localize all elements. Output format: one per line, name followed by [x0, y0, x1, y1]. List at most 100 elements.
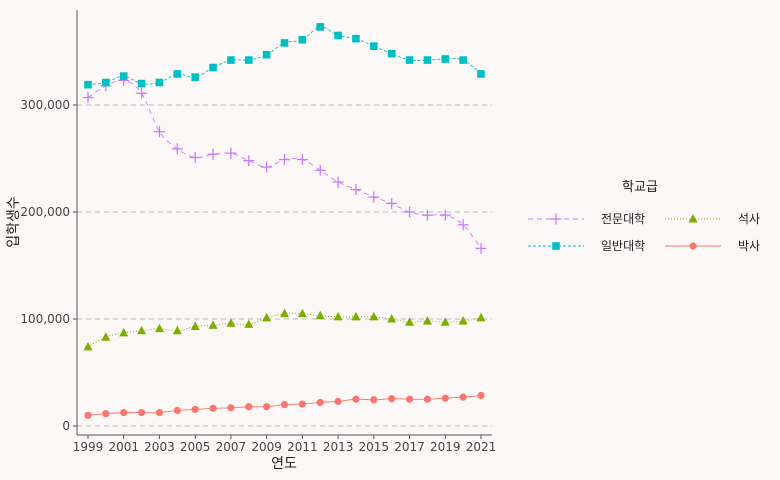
data-point: [334, 397, 342, 405]
x-tick-label: 2015: [359, 440, 390, 454]
data-point: [226, 318, 236, 327]
data-point: [351, 311, 361, 321]
data-point: [119, 327, 129, 337]
data-point: [227, 404, 235, 412]
y-tick-label: 100,000: [20, 312, 70, 326]
legend-key-marker: [552, 242, 560, 250]
x-axis-title: 연도: [271, 456, 297, 472]
y-tick-label: 300,000: [20, 98, 70, 112]
data-point: [476, 312, 486, 322]
series-square: [84, 23, 485, 89]
data-point: [441, 394, 449, 402]
axes: [76, 10, 492, 436]
data-point: [298, 400, 306, 408]
data-point: [120, 409, 128, 417]
data-point: [225, 147, 237, 159]
x-tick-label: 2021: [466, 440, 497, 454]
data-point: [297, 308, 307, 318]
data-point: [155, 78, 164, 87]
legend-key-marker: [688, 214, 698, 223]
data-point: [352, 395, 360, 403]
data-point: [172, 325, 182, 335]
x-tick-label: 1999: [73, 440, 104, 454]
data-point: [153, 126, 165, 138]
data-point: [332, 176, 344, 188]
data-point: [137, 325, 147, 335]
data-point: [423, 395, 432, 403]
legend-label: 박사: [738, 239, 760, 253]
data-point: [173, 406, 181, 415]
data-point: [280, 401, 289, 409]
series-plus: [82, 74, 487, 254]
data-point: [102, 78, 110, 87]
data-point: [477, 70, 485, 78]
data-point: [84, 411, 92, 419]
data-point: [440, 317, 450, 326]
data-point: [262, 312, 272, 322]
x-tick-labels: 1999 2001 2003 2005 2007 2009 2011 2013 2015 2017…: [73, 435, 497, 454]
x-tick-label: 2009: [251, 440, 282, 454]
data-point: [457, 219, 469, 231]
data-point: [137, 79, 146, 88]
legend-item: 석사: [665, 212, 760, 226]
x-tick-label: 2001: [108, 440, 139, 454]
legend-label: 석사: [738, 212, 760, 226]
data-point: [191, 73, 199, 81]
data-point: [190, 321, 200, 330]
data-point: [368, 191, 380, 203]
data-point: [405, 56, 414, 64]
data-point: [404, 206, 416, 218]
legend-key-marker: [689, 242, 697, 250]
x-tick-label: 2011: [287, 440, 318, 454]
data-point: [387, 49, 396, 58]
data-point: [136, 87, 148, 99]
data-point: [314, 164, 326, 176]
legend-label: 전문대학: [601, 212, 645, 226]
legend-key-marker: [550, 213, 562, 225]
data-point: [280, 39, 289, 47]
data-point: [298, 35, 307, 44]
data-point: [386, 197, 398, 209]
data-point: [422, 316, 432, 325]
series-layer: [82, 23, 487, 419]
data-point: [388, 395, 396, 403]
legend-item: 박사: [665, 239, 760, 253]
data-point: [191, 405, 199, 414]
data-point: [84, 80, 92, 89]
data-point: [405, 317, 415, 326]
legend-item: 전문대학: [528, 212, 645, 226]
data-point: [333, 311, 343, 321]
data-point: [173, 70, 182, 78]
data-point: [262, 50, 271, 59]
data-point: [477, 391, 485, 400]
data-point: [370, 396, 378, 404]
data-point: [441, 55, 450, 63]
data-point: [279, 154, 290, 166]
data-point: [244, 56, 253, 64]
data-point: [244, 319, 254, 328]
data-point: [458, 316, 468, 325]
data-point: [334, 31, 342, 40]
data-point: [83, 341, 93, 351]
y-axis-title: 입학생수: [6, 196, 22, 248]
data-point: [227, 56, 235, 64]
data-point: [369, 311, 379, 321]
data-point: [189, 151, 201, 163]
series-line: [87, 312, 482, 348]
data-point: [370, 42, 378, 50]
data-point: [459, 56, 467, 64]
legend-title: 학교급: [622, 180, 658, 195]
data-point: [154, 323, 164, 333]
data-point: [261, 161, 273, 173]
y-tick-label: 200,000: [20, 205, 70, 219]
data-point: [316, 398, 324, 407]
y-tick-label: 0: [62, 419, 70, 433]
data-point: [405, 395, 414, 403]
x-tick-label: 2017: [394, 440, 425, 454]
data-point: [209, 63, 217, 72]
data-point: [137, 409, 146, 417]
data-point: [208, 320, 218, 329]
data-point: [280, 308, 289, 318]
data-point: [171, 143, 183, 155]
